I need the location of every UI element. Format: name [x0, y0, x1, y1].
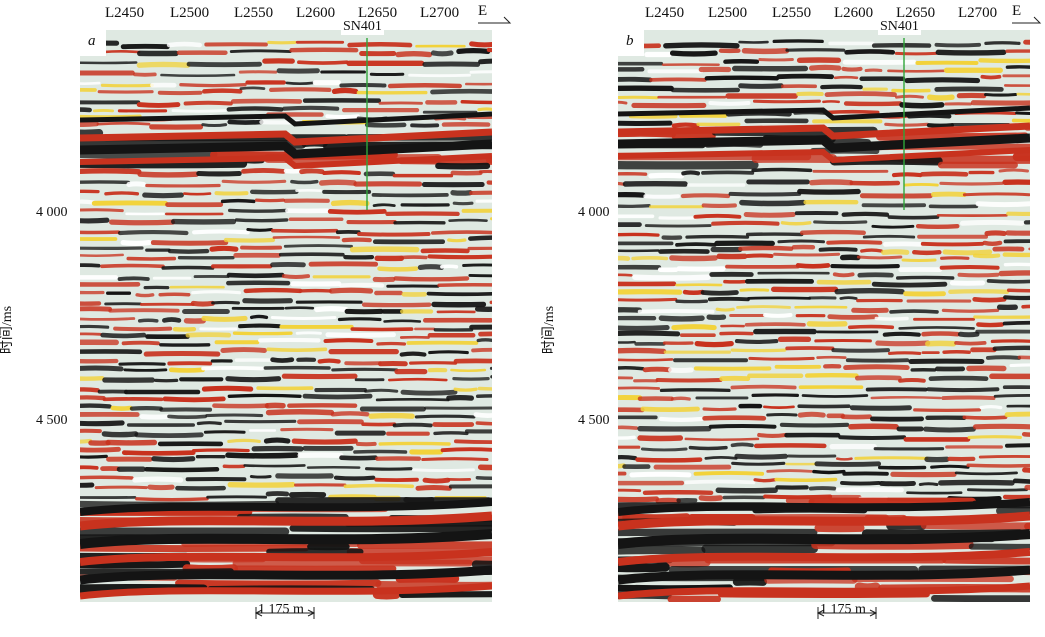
well-label: SN401 [341, 19, 384, 35]
trace-label: L2450 [645, 5, 685, 21]
trace-label: L2550 [234, 5, 274, 21]
trace-label: L2650 [896, 5, 936, 21]
trace-label: L2650 [358, 5, 398, 21]
trace-label: L2550 [772, 5, 812, 21]
panel-letter: a [88, 33, 96, 49]
scale-label: 1 175 m [258, 602, 304, 617]
trace-label: L2700 [420, 5, 460, 21]
trace-label: L2600 [834, 5, 874, 21]
seismic-panel-a: L2450 L2500 L2550 L2600 L2650 L2700 E a … [0, 0, 520, 637]
scale-label: 1 175 m [820, 602, 866, 617]
trace-label: L2500 [708, 5, 748, 21]
direction-label: E [1012, 3, 1022, 19]
trace-label: L2450 [105, 5, 145, 21]
trace-label: L2600 [296, 5, 336, 21]
seismic-section-a [80, 30, 492, 602]
direction-label: E [478, 3, 488, 19]
seismic-image [618, 30, 1030, 602]
seismic-image [80, 30, 492, 602]
direction-arrow-icon [478, 16, 512, 24]
y-axis-title: 时间/ms [0, 305, 16, 355]
well-label: SN401 [878, 19, 921, 35]
seismic-section-b [618, 30, 1030, 602]
y-axis-title: 时间/ms [542, 305, 558, 355]
scale-bar [254, 607, 316, 619]
seismic-panel-b: L2450 L2500 L2550 L2600 L2650 L2700 E b … [538, 0, 1045, 637]
y-tick-label: 4 500 [36, 413, 68, 428]
direction-arrow-icon [1012, 16, 1042, 24]
y-tick-label: 4 000 [36, 205, 68, 220]
y-tick-label: 4 500 [578, 413, 610, 428]
panel-letter: b [626, 33, 634, 49]
y-tick-label: 4 000 [578, 205, 610, 220]
trace-label: L2700 [958, 5, 998, 21]
scale-bar [816, 607, 878, 619]
trace-label: L2500 [170, 5, 210, 21]
